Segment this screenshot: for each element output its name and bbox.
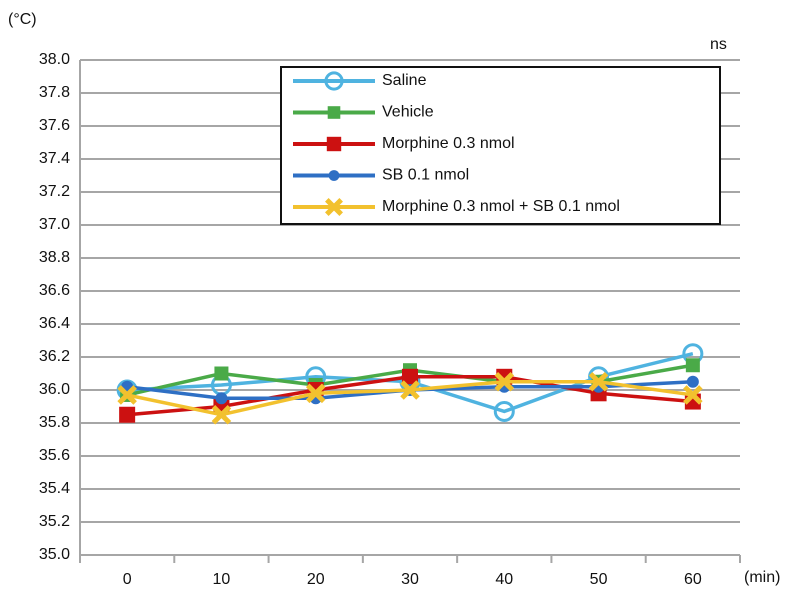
marker (686, 375, 699, 388)
y-tick-label: 38.8 (39, 249, 70, 266)
y-tick-label: 36.0 (39, 381, 70, 398)
x-tick-label: 10 (213, 571, 231, 588)
marker (325, 198, 343, 216)
x-tick-label: 50 (590, 571, 608, 588)
marker (211, 404, 232, 425)
marker (119, 406, 136, 423)
y-tick-label: 37.8 (39, 84, 70, 101)
y-tick-label: 35.8 (39, 414, 70, 431)
legend-label: Vehicle (382, 104, 434, 121)
y-tick-label: 36.6 (39, 282, 70, 299)
legend-label: SB 0.1 nmol (382, 167, 469, 184)
marker (402, 368, 418, 385)
y-tick-label: 37.6 (39, 117, 70, 134)
y-tick-label: 36.4 (39, 315, 70, 332)
x-tick-label: 60 (684, 571, 702, 588)
y-tick-label: 37.0 (39, 216, 70, 233)
marker (494, 371, 515, 392)
marker (400, 380, 420, 400)
x-tick-label: 40 (495, 571, 513, 588)
annotation: ns (710, 36, 727, 53)
marker (588, 371, 609, 392)
marker (117, 385, 137, 405)
marker (214, 366, 229, 381)
legend-label: Morphine 0.3 nmol + SB 0.1 nmol (382, 198, 620, 215)
y-tick-label: 35.2 (39, 513, 70, 530)
x-tick-label: 20 (307, 571, 325, 588)
y-tick-label: 35.4 (39, 480, 70, 497)
x-tick-label: 0 (123, 571, 132, 588)
marker (326, 136, 342, 152)
y-tick-label: 36.2 (39, 348, 70, 365)
y-tick-label: 37.4 (39, 150, 70, 167)
marker (327, 106, 341, 119)
legend-label: Morphine 0.3 nmol (382, 135, 515, 152)
marker (685, 358, 700, 373)
marker (324, 71, 344, 91)
y-unit-label: (°C) (8, 11, 37, 28)
y-tick-label: 35.0 (39, 546, 70, 563)
x-tick-label: 30 (401, 571, 419, 588)
y-tick-label: 35.6 (39, 447, 70, 464)
marker (493, 400, 515, 422)
legend-label: Saline (382, 72, 427, 89)
marker (328, 170, 340, 181)
marker (683, 385, 703, 405)
marker (305, 383, 326, 404)
y-tick-label: 37.2 (39, 183, 70, 200)
y-tick-label: 38.0 (39, 51, 70, 68)
x-unit-label: (min) (744, 569, 780, 586)
marker (215, 392, 228, 405)
